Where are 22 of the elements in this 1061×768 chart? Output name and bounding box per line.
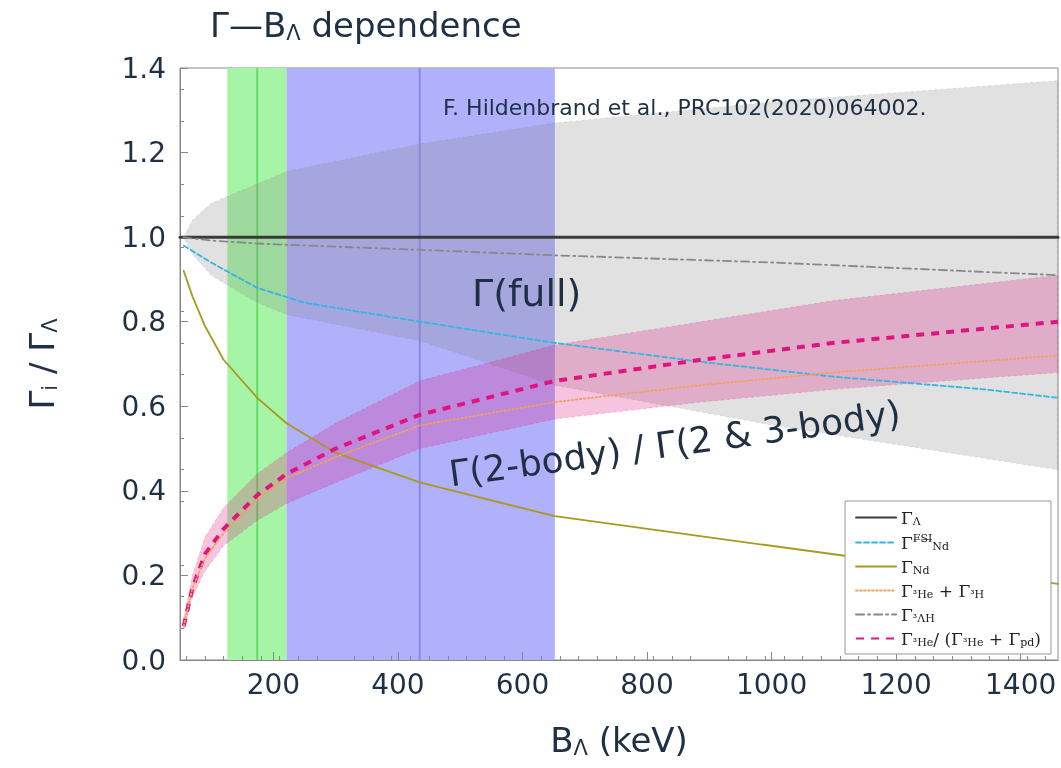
y-tick-label: 1.0 (121, 220, 166, 254)
y-tick-label: 1.4 (121, 51, 166, 85)
x-axis-title: BΛ (keV) (550, 720, 688, 760)
x-tick-label: 200 (246, 667, 301, 701)
annotation: Γ(full) (472, 271, 582, 315)
y-tick-label: 0.8 (121, 305, 166, 339)
line-series (182, 244, 1059, 399)
annotation: F. Hildenbrand et al., PRC102(2020)064002. (443, 94, 927, 120)
chart-title: Γ—BΛ dependence (210, 5, 522, 45)
y-tick-label: 0.6 (121, 389, 166, 423)
y-tick-label: 0.2 (121, 558, 166, 592)
x-tick-label: 1200 (860, 667, 932, 701)
y-tick-label: 0.0 (121, 643, 166, 677)
x-tick-label: 400 (371, 667, 425, 701)
y-tick-label: 0.4 (121, 474, 166, 508)
y-axis-title: Γi / ΓΛ (22, 317, 62, 410)
x-tick-label: 800 (620, 667, 674, 701)
x-tick-label: 1400 (985, 667, 1057, 701)
y-tick-label: 1.2 (121, 136, 166, 170)
x-tick-label: 600 (495, 667, 550, 701)
annotation: Γ(2-body) / Γ(2 & 3-body) (446, 392, 904, 495)
x-tick-label: 1000 (735, 667, 808, 701)
